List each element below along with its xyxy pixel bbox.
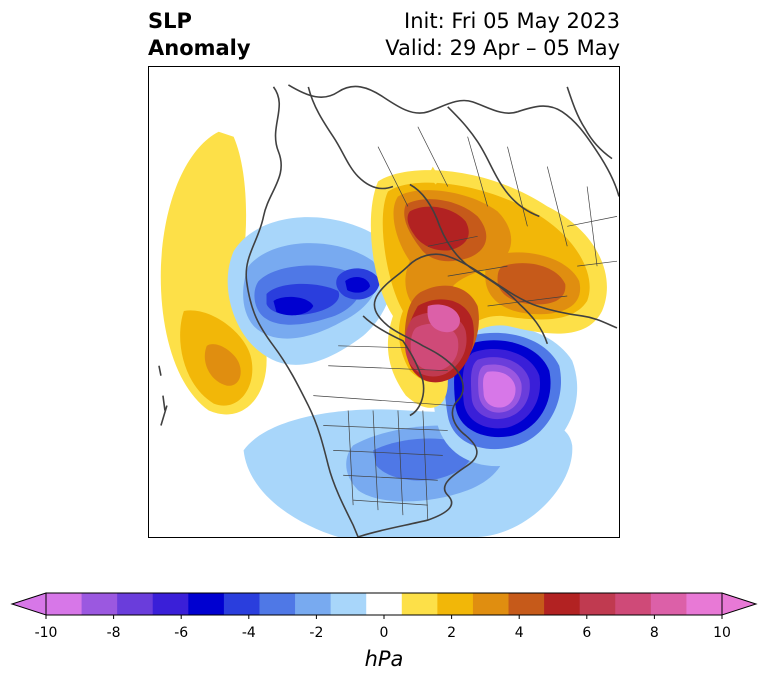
colorbar-tick-label: -2 [309,625,324,641]
colorbar-tick-label: 8 [649,625,659,641]
colorbar-segment [544,593,581,615]
colorbar-segment [508,593,545,615]
colorbar-segment [686,593,723,615]
pacific-high-anomaly [160,131,267,415]
colorbar-segment [437,593,474,615]
title-variable: SLP [148,9,192,33]
colorbar-segment [366,593,403,615]
west-low-anomaly [227,217,394,365]
colorbar-tick-label: -4 [241,625,256,641]
colorbar-segment [223,593,260,615]
colorbar-segment [401,593,438,615]
colorbar-segment [472,593,510,615]
colorbar-segment [259,593,296,615]
colorbar-segment [152,593,189,615]
colorbar [10,592,758,619]
colorbar-segment [46,593,83,615]
map-panel [148,66,620,538]
coastlines [158,84,619,537]
colorbar-segment [188,593,225,615]
colorbar-tick-label: 6 [582,625,592,641]
title-anomaly: Anomaly [148,36,251,60]
colorbar-tick-label: -8 [106,625,121,641]
colorbar-tick-label: -10 [34,625,58,641]
colorbar-segment [295,593,332,615]
colorbar-units: hPa [364,647,404,671]
colorbar-extend-min [10,592,47,616]
anomaly-map [158,84,619,537]
colorbar-segment [81,593,118,615]
country-borders [313,126,618,521]
colorbar-tick-label: 10 [713,625,731,641]
colorbar-segment [579,593,616,615]
atlantic-low-anomaly [432,324,578,467]
colorbar-tick-label: -6 [174,625,189,641]
colorbar-segment [117,593,154,615]
title-left: SLP Anomaly [148,8,251,62]
colorbar-tick-label: 0 [379,625,389,641]
arctic-high-anomaly [370,166,607,408]
valid-range: Valid: 29 Apr – 05 May [385,36,620,60]
colorbar-extend-max [721,592,758,616]
colorbar-segment [615,593,652,615]
init-date: Init: Fri 05 May 2023 [404,9,620,33]
colorbar-segment [650,593,687,615]
colorbar-segment [330,593,367,615]
colorbar-tick-label: 2 [447,625,457,641]
title-right: Init: Fri 05 May 2023 Valid: 29 Apr – 05… [385,8,620,62]
colorbar-tick-label: 4 [514,625,524,641]
